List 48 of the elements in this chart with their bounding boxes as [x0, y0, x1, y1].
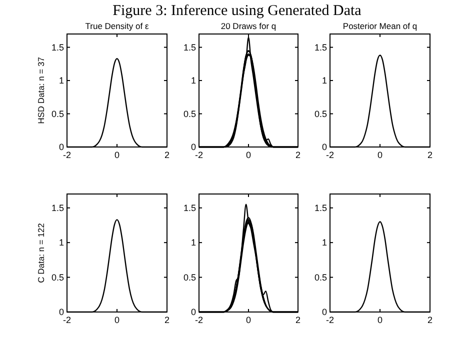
x-tick-label: 0	[114, 315, 120, 325]
y-tick-label: 0	[58, 307, 64, 317]
y-tick-label: 1.5	[314, 202, 327, 213]
x-tick-label: 0	[246, 315, 252, 325]
y-tick-label: 1	[58, 76, 64, 86]
y-tick-label: 1.5	[51, 42, 64, 52]
y-axis-title: HSD Data: n = 37	[36, 56, 46, 124]
x-tick-label: 2	[295, 150, 301, 160]
y-tick-label: 1	[322, 238, 327, 248]
x-tick-label: -2	[194, 315, 204, 325]
chart-title: True Density of ε	[85, 21, 149, 31]
y-tick-label: 0.5	[51, 108, 64, 119]
y-tick-label: 1.5	[314, 42, 327, 52]
x-tick-label: 0	[114, 150, 120, 160]
y-tick-label: 0.5	[51, 272, 64, 282]
x-tick-label: 2	[164, 315, 170, 325]
y-tick-label: 0	[322, 307, 327, 317]
x-tick-label: 0	[377, 315, 383, 325]
chart-title: 20 Draws for q	[220, 21, 276, 31]
y-tick-label: 0	[58, 142, 64, 152]
y-tick-label: 1.5	[183, 202, 196, 213]
y-tick-label: 0.5	[183, 108, 196, 119]
chart-title: Posterior Mean of q	[342, 21, 418, 31]
y-tick-label: 1	[190, 238, 196, 248]
x-tick-label: -2	[326, 315, 334, 325]
y-axis-title: C Data: n = 122	[36, 222, 46, 283]
x-tick-label: 2	[427, 150, 433, 160]
y-tick-label: 0	[190, 142, 196, 152]
y-tick-label: 1.5	[51, 202, 64, 213]
y-tick-label: 0.5	[183, 272, 196, 282]
x-tick-label: 0	[377, 150, 383, 160]
x-tick-label: -2	[62, 150, 72, 160]
x-tick-label: 0	[246, 150, 252, 160]
x-tick-label: 2	[427, 315, 433, 325]
x-tick-label: 2	[295, 315, 301, 325]
y-tick-label: 0	[190, 307, 196, 317]
y-tick-label: 0.5	[314, 108, 327, 119]
x-tick-label: -2	[326, 150, 334, 160]
x-tick-label: 2	[164, 150, 170, 160]
y-tick-label: 1.5	[183, 42, 196, 52]
x-tick-label: -2	[62, 315, 72, 325]
y-tick-label: 0	[322, 142, 327, 152]
y-tick-label: 0.5	[314, 272, 327, 282]
caption: Figure 3: Inference using Generated Data	[112, 3, 362, 19]
y-tick-label: 1	[322, 76, 327, 86]
y-tick-label: 1	[190, 76, 196, 86]
y-tick-label: 1	[58, 238, 64, 248]
x-tick-label: -2	[194, 150, 204, 160]
